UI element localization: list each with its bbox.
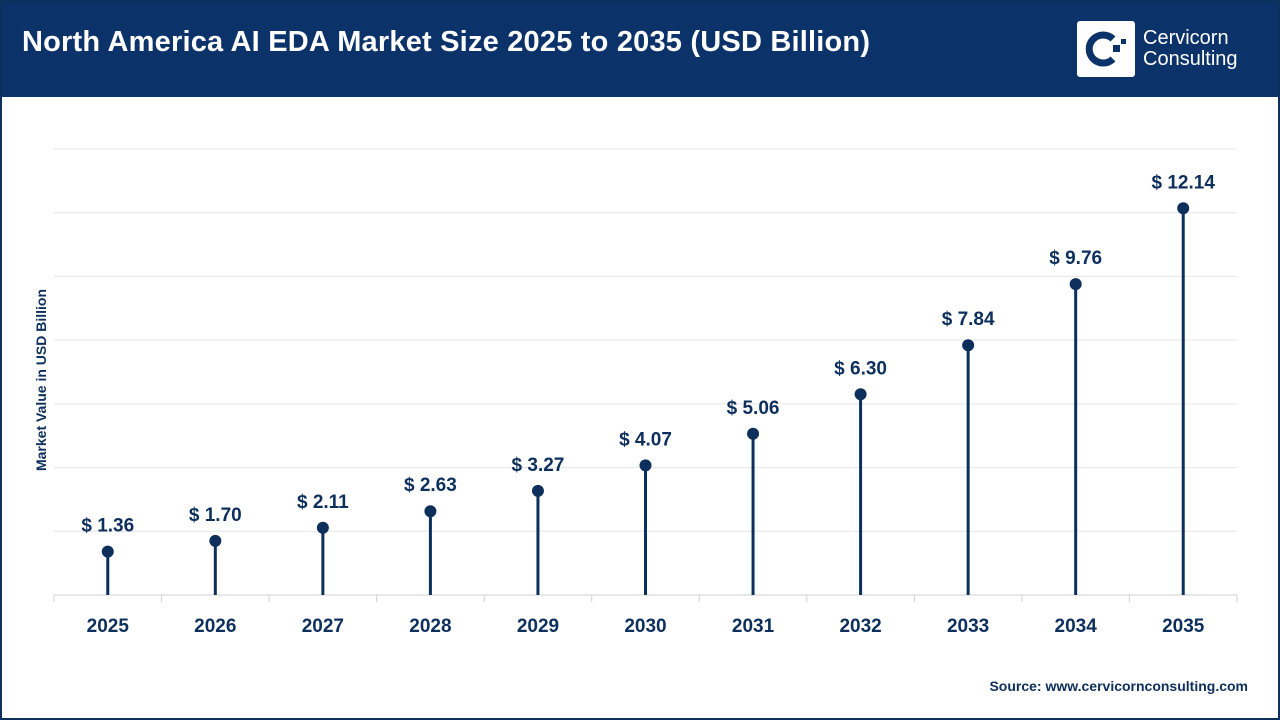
x-tick-label: 2030 xyxy=(624,616,666,637)
logo: Cervicorn Consulting xyxy=(1077,21,1238,77)
data-label: $ 4.07 xyxy=(619,429,672,450)
data-point xyxy=(424,505,437,518)
chart-title: North America AI EDA Market Size 2025 to… xyxy=(22,26,871,58)
data-point xyxy=(747,427,760,440)
data-label: $ 9.76 xyxy=(1049,248,1102,269)
data-label: $ 7.84 xyxy=(942,309,995,330)
data-label: $ 5.06 xyxy=(727,398,780,419)
data-point xyxy=(209,534,222,547)
x-tick-label: 2033 xyxy=(947,616,989,637)
x-tick-label: 2027 xyxy=(302,616,344,637)
x-tick-label: 2032 xyxy=(839,616,881,637)
data-point xyxy=(531,484,544,497)
data-point xyxy=(101,545,114,558)
data-point xyxy=(1069,278,1082,291)
x-tick-label: 2029 xyxy=(517,616,559,637)
data-label: $ 1.70 xyxy=(189,505,242,526)
x-tick-label: 2031 xyxy=(732,616,775,637)
data-label: $ 3.27 xyxy=(512,455,565,476)
x-tick-label: 2034 xyxy=(1055,616,1098,637)
data-label: $ 2.11 xyxy=(297,492,349,513)
x-tick-label: 2026 xyxy=(194,616,236,637)
data-point xyxy=(962,339,975,352)
data-point xyxy=(854,388,867,401)
logo-text-line2: Consulting xyxy=(1143,48,1238,70)
x-tick-label: 2025 xyxy=(87,616,130,637)
x-tick-label: 2035 xyxy=(1162,616,1205,637)
source-note: Source: www.cervicornconsulting.com xyxy=(989,678,1248,694)
data-point xyxy=(639,459,652,472)
data-point xyxy=(1177,202,1190,215)
header-bar: North America AI EDA Market Size 2025 to… xyxy=(0,0,1280,97)
logo-text-line1: Cervicorn xyxy=(1143,27,1229,49)
data-label: $ 12.14 xyxy=(1152,172,1216,193)
data-label: $ 1.36 xyxy=(81,516,134,537)
data-label: $ 2.63 xyxy=(404,475,457,496)
data-label: $ 6.30 xyxy=(834,358,887,379)
logo-icon xyxy=(1077,21,1135,77)
data-point xyxy=(316,521,329,534)
x-tick-label: 2028 xyxy=(409,616,451,637)
